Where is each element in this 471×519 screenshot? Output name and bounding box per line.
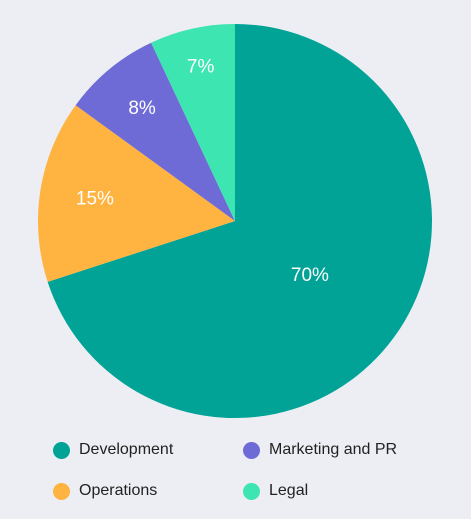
legend-label-marketing-and-pr: Marketing and PR [269,441,398,458]
pie-slice-legal [151,24,235,221]
pie-label-legal: 7% [187,57,215,78]
legend-swatch-development [53,441,70,459]
legend-item-legal: Legal [243,480,308,502]
pie-slice-marketing-and-pr [75,42,235,221]
pie-slices [38,24,432,418]
pie-slice-development [47,24,432,418]
legend-label-development: Development [79,441,174,458]
legend-label-operations: Operations [79,482,158,499]
legend-item-marketing-and-pr: Marketing and PR [243,439,397,461]
legend-item-operations: Operations [53,480,157,502]
pie-slice-operations [38,105,235,282]
legend-swatch-marketing-and-pr [243,441,260,459]
pie-value-labels: 70% 15% 8% 7% [76,57,329,286]
legend-swatch-operations [53,482,70,500]
pie-label-development: 70% [291,265,329,286]
legend-item-development: Development [53,439,173,461]
pie-label-marketing-and-pr: 8% [128,98,156,119]
pie-label-operations: 15% [76,188,114,209]
legend-label-legal: Legal [269,482,309,499]
legend-swatch-legal [243,482,260,500]
